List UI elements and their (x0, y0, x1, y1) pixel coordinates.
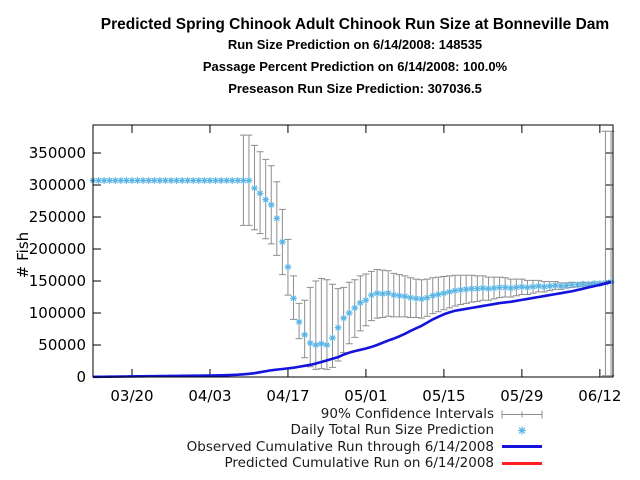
red-line-sample-icon (501, 456, 543, 471)
asterisk-sample-icon (501, 423, 543, 438)
svg-text:100000: 100000 (29, 304, 86, 322)
legend-item-observed-cumulative: Observed Cumulative Run through 6/14/200… (0, 439, 543, 455)
axis-ticks: 0 50000 100000 150000 200000 250000 300000 3500… (29, 125, 621, 405)
svg-text:04/17: 04/17 (266, 387, 309, 405)
svg-text:250000: 250000 (29, 208, 86, 226)
svg-text:06/12: 06/12 (578, 387, 621, 405)
svg-text:200000: 200000 (29, 240, 86, 258)
errorbar-sample-icon (501, 407, 543, 422)
svg-text:04/03: 04/03 (188, 387, 231, 405)
chart-legend: 90% Confidence Intervals Daily Total Run… (0, 406, 543, 471)
legend-label: Observed Cumulative Run through 6/14/200… (186, 438, 494, 455)
chart-title: Predicted Spring Chinook Adult Chinook R… (100, 16, 610, 33)
legend-item-daily-prediction: Daily Total Run Size Prediction (0, 422, 543, 438)
plot-frame (92, 124, 614, 378)
blue-line-sample-icon (501, 439, 543, 454)
chart-subtitle-run-size: Run Size Prediction on 6/14/2008: 148535 (227, 37, 483, 52)
svg-text:05/15: 05/15 (422, 387, 465, 405)
svg-text:0: 0 (76, 368, 86, 386)
svg-text:05/29: 05/29 (500, 387, 543, 405)
svg-text:300000: 300000 (29, 176, 86, 194)
svg-text:150000: 150000 (29, 272, 86, 290)
confidence-intervals-series (239, 130, 615, 377)
legend-label: Daily Total Run Size Prediction (290, 422, 494, 439)
chart-subtitle-passage-percent: Passage Percent Prediction on 6/14/2008:… (202, 59, 508, 74)
legend-item-predicted-cumulative: Predicted Cumulative Run on 6/14/2008 (0, 455, 543, 471)
daily-prediction-series (89, 177, 615, 349)
y-axis-label: # Fish (14, 231, 32, 279)
legend-item-confidence-intervals: 90% Confidence Intervals (0, 406, 543, 422)
observed-cumulative-line (92, 280, 612, 379)
svg-text:03/20: 03/20 (110, 387, 153, 405)
legend-label: Predicted Cumulative Run on 6/14/2008 (224, 455, 494, 472)
svg-text:350000: 350000 (29, 144, 86, 162)
chart-header: Predicted Spring Chinook Adult Chinook R… (70, 0, 640, 100)
svg-text:50000: 50000 (38, 336, 86, 354)
svg-text:05/01: 05/01 (344, 387, 387, 405)
legend-label: 90% Confidence Intervals (320, 406, 494, 423)
chart-subtitle-preseason: Preseason Run Size Prediction: 307036.5 (228, 81, 482, 96)
